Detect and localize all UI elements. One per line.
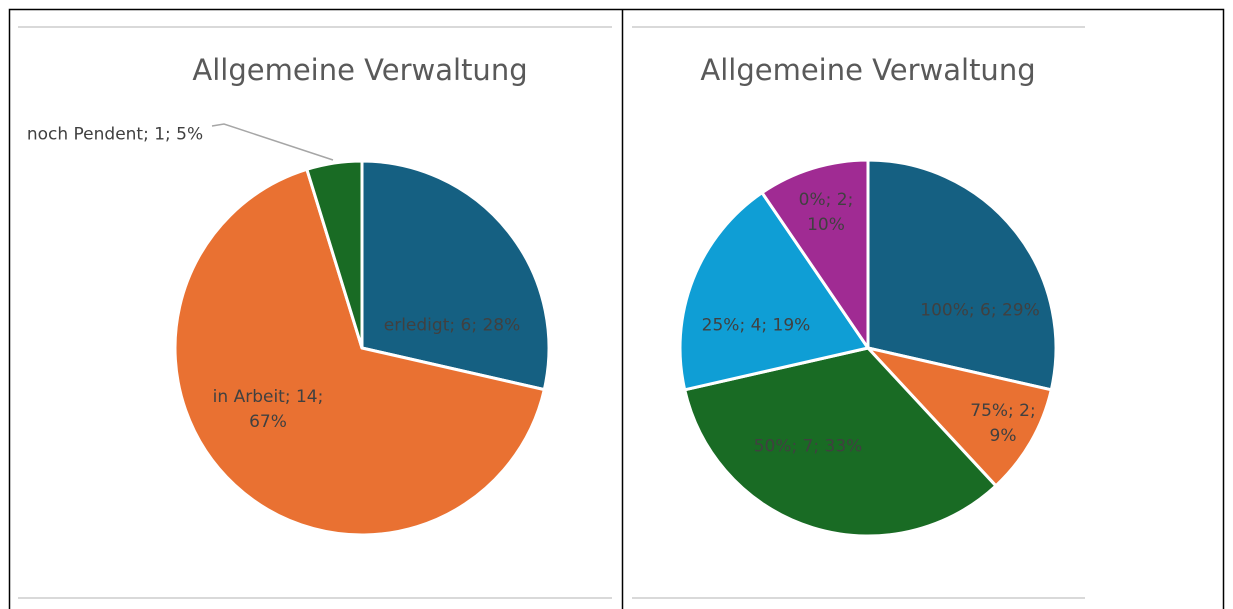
- pie-slice: [760, 158, 870, 350]
- pie-slice: [683, 346, 998, 538]
- data-label: 100%; 6; 29%: [920, 300, 1040, 321]
- data-label: 75%; 2; 9%: [970, 401, 1036, 446]
- pie-slice: [866, 158, 1058, 392]
- pie-slice: [678, 191, 870, 392]
- data-label: 50%; 7; 33%: [753, 436, 863, 457]
- data-label: erledigt; 6; 28%: [383, 315, 521, 336]
- pie-slice: [866, 346, 1053, 488]
- data-label: 25%; 4; 19%: [701, 315, 811, 336]
- pie-slice: [360, 159, 551, 392]
- data-label: noch Pendent; 1; 5%: [26, 124, 204, 145]
- data-label: 0%; 2; 10%: [798, 190, 854, 235]
- pie-slice: [173, 167, 546, 537]
- data-label: in Arbeit; 14; 67%: [212, 387, 324, 432]
- chart-title: Allgemeine Verwaltung: [192, 53, 527, 87]
- table-border: [8, 8, 1225, 609]
- leader-line: [211, 123, 334, 161]
- pie-slice: [305, 159, 364, 350]
- chart-title: Allgemeine Verwaltung: [700, 53, 1035, 87]
